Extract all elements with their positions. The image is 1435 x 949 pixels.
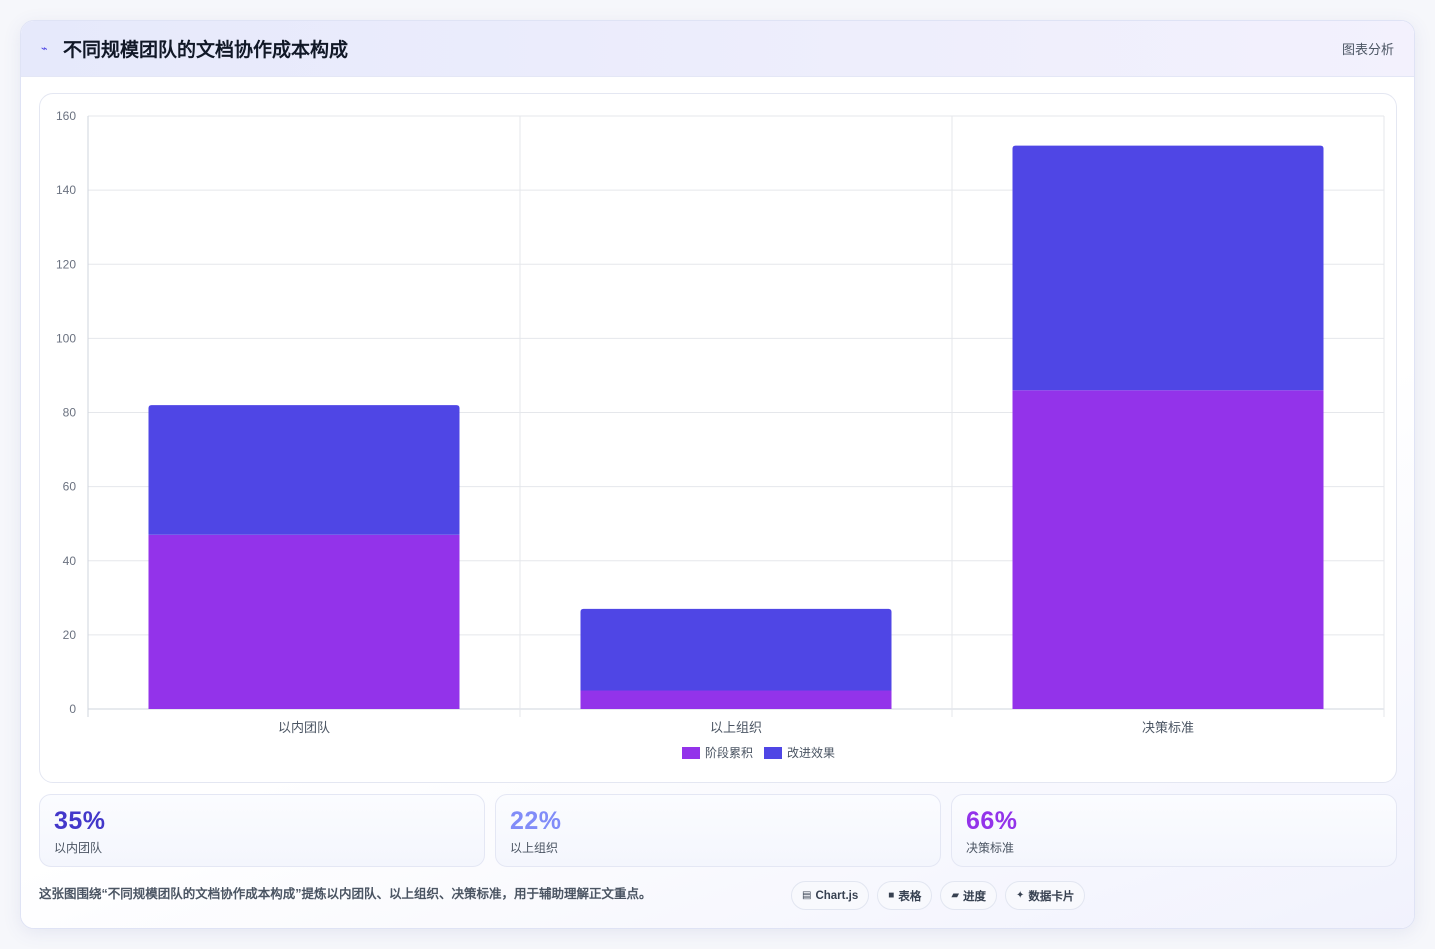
pill-label: 表格 — [898, 890, 922, 903]
sparkle-icon: ✦ — [1016, 890, 1025, 901]
bar-改进效果-以内团队 — [148, 405, 460, 535]
pill-progress[interactable]: ▰ 进度 — [940, 881, 998, 910]
bar-阶段累积-以上组织 — [580, 690, 892, 709]
stat-card-2: 66% 决策标准 — [951, 794, 1397, 867]
y-tick-label: 120 — [56, 257, 76, 271]
bar-改进效果-以上组织 — [580, 608, 892, 691]
x-tick-label: 以上组织 — [710, 720, 762, 735]
stat-card-1: 22% 以上组织 — [495, 794, 941, 867]
pill-data-card[interactable]: ✦ 数据卡片 — [1005, 881, 1086, 910]
legend-swatch — [764, 747, 782, 759]
page-title: 不同规模团队的文档协作成本构成 — [63, 40, 349, 61]
y-tick-label: 60 — [63, 480, 77, 494]
stat-value: 35% — [54, 807, 106, 835]
bar-改进效果-决策标准 — [1012, 145, 1324, 391]
chart-container: 0 20 40 60 80 100 120 140 160 以内团队 以上组织 决策标准阶段累积 改进效… — [39, 93, 1397, 783]
chart-card: ⌁ 不同规模团队的文档协作成本构成 图表分析 0 20 40 60 80 100 120 14… — [20, 20, 1415, 929]
table-icon: ■ — [888, 890, 895, 901]
y-tick-label: 100 — [56, 331, 76, 345]
y-tick-label: 80 — [63, 406, 77, 420]
chart-icon: ▤ — [802, 890, 812, 901]
stat-card-0: 35% 以内团队 — [39, 794, 485, 867]
legend-label: 改进效果 — [787, 745, 835, 760]
bar-阶段累积-决策标准 — [1012, 390, 1324, 709]
pill-label: Chart.js — [815, 889, 859, 902]
feature-pills: ▤ Chart.js ■ 表格 ▰ 进度 ✦ 数据卡片 — [791, 881, 1086, 910]
y-tick-label: 20 — [63, 628, 77, 642]
pill-label: 进度 — [963, 890, 987, 903]
stat-label: 以上组织 — [510, 841, 559, 855]
y-tick-label: 40 — [63, 554, 77, 568]
pill-table[interactable]: ■ 表格 — [877, 881, 933, 910]
stat-value: 22% — [510, 807, 562, 835]
pill-label: 数据卡片 — [1028, 890, 1075, 903]
y-tick-label: 140 — [56, 183, 76, 197]
legend-swatch — [682, 747, 700, 759]
y-tick-label: 160 — [56, 109, 76, 123]
progress-icon: ▰ — [951, 890, 960, 901]
header-right-label[interactable]: 图表分析 — [1341, 42, 1394, 57]
y-tick-label: 0 — [69, 702, 76, 716]
stat-value: 66% — [966, 807, 1018, 835]
stat-label: 以内团队 — [54, 841, 103, 855]
stat-label: 决策标准 — [966, 841, 1015, 855]
bar-阶段累积-以内团队 — [148, 534, 460, 709]
pill-chartjs[interactable]: ▤ Chart.js — [791, 881, 870, 910]
card-header: ⌁ 不同规模团队的文档协作成本构成 图表分析 — [21, 21, 1414, 77]
x-tick-label: 决策标准 — [1142, 720, 1194, 735]
chart-logo-icon: ⌁ — [41, 42, 48, 55]
x-tick-label: 以内团队 — [278, 720, 330, 735]
legend-label: 阶段累积 — [705, 745, 753, 760]
chart-description: 这张图围绕“不同规模团队的文档协作成本构成”提炼以内团队、以上组织、决策标准，用… — [39, 887, 652, 901]
